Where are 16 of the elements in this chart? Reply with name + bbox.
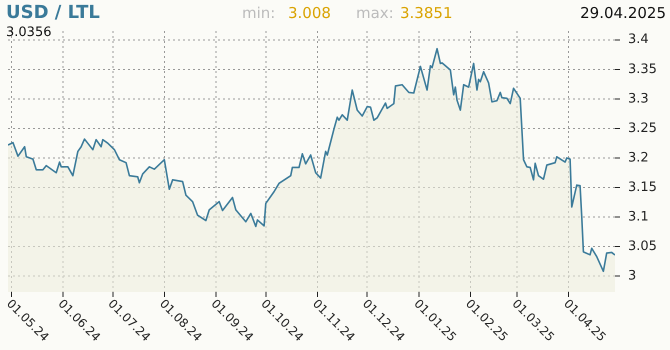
y-tick-label: 3.35 [628, 62, 657, 77]
text: 3.3851 [400, 4, 452, 22]
text: max: [356, 4, 394, 22]
y-tick-label: 3.2 [628, 150, 649, 166]
y-tick-label: 3 [628, 268, 636, 284]
y-tick-label: 3.4 [628, 32, 649, 48]
y-tick-label: 3.25 [628, 120, 657, 136]
text: 29.04.2025 [580, 4, 666, 22]
y-tick-label: 3.3 [628, 91, 649, 106]
chart-title: USD / LTL [6, 2, 100, 23]
y-tick-label: 3.1 [628, 209, 649, 224]
y-tick-label: 3.05 [628, 238, 657, 254]
annotation: 3.0356 [6, 25, 52, 40]
text: min: [242, 4, 276, 22]
text: 3.008 [288, 4, 331, 22]
y-tick-label: 3.15 [628, 180, 657, 195]
